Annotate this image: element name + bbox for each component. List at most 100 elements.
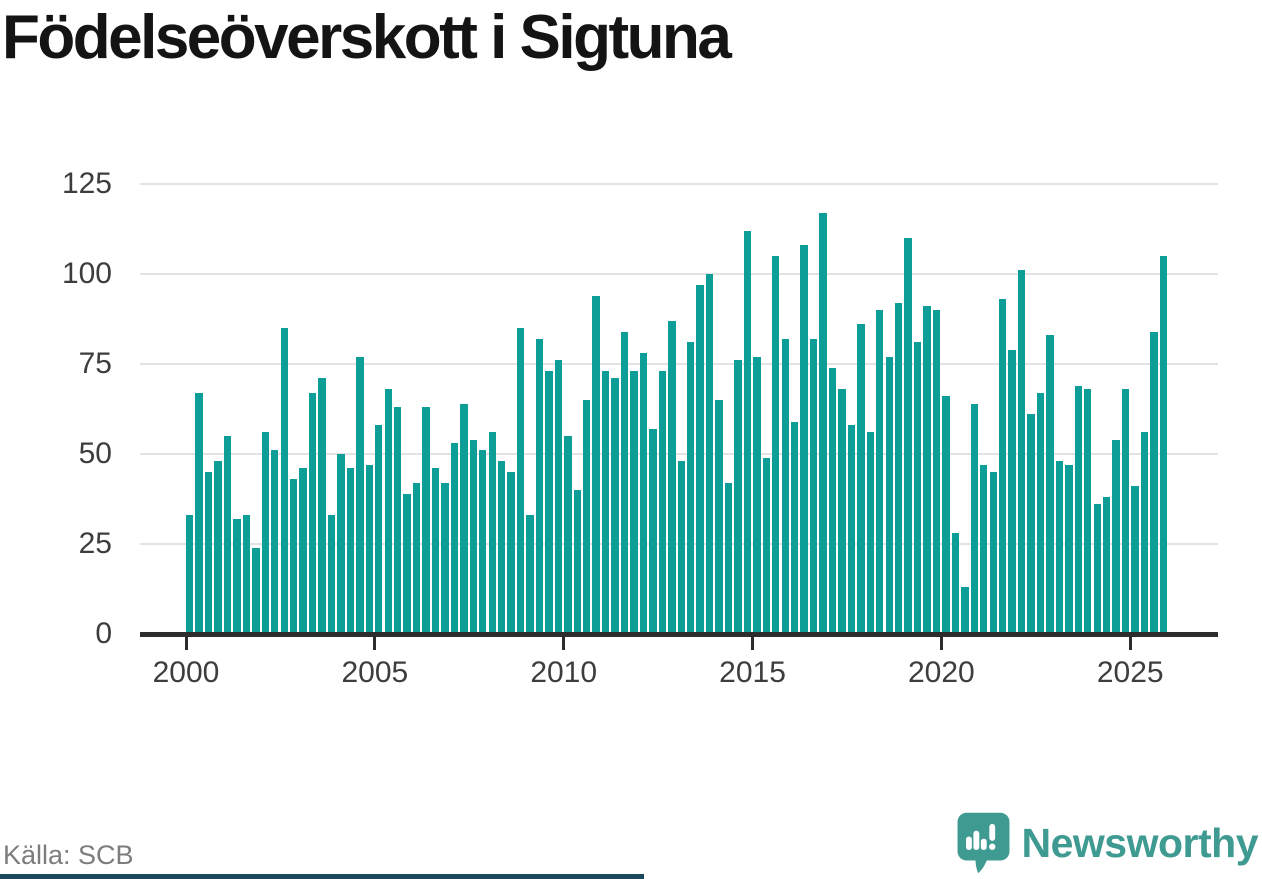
bar-2009-Q2: [535, 338, 544, 634]
bar-2007-Q2: [460, 403, 468, 634]
x-tick-2015: [751, 637, 755, 650]
bar-2022-Q3: [1036, 392, 1045, 634]
bar-2005-Q4: [403, 493, 411, 634]
bar-2025-Q4: [1159, 256, 1168, 634]
bar-2001-Q4: [252, 547, 260, 634]
bar-2003-Q4: [327, 515, 336, 634]
x-axis-line: [140, 632, 1218, 637]
bar-2010-Q3: [583, 400, 591, 634]
bar-2017-Q1: [828, 367, 837, 634]
bar-2005-Q2: [384, 389, 392, 634]
y-tick-label-100: 100: [61, 257, 112, 290]
bar-2024-Q1: [1093, 504, 1101, 634]
bar-2020-Q4: [970, 403, 978, 634]
bar-2020-Q2: [951, 533, 960, 634]
bar-2003-Q3: [318, 378, 326, 634]
bar-2020-Q1: [942, 396, 950, 634]
gridline-125: [140, 183, 1218, 185]
bar-2023-Q2: [1065, 464, 1073, 634]
bar-2017-Q4: [857, 324, 865, 634]
bar-2003-Q2: [308, 392, 317, 634]
y-tick-label-50: 50: [78, 437, 112, 470]
bar-2005-Q1: [375, 425, 383, 634]
x-tick-label-2010: 2010: [530, 656, 598, 689]
gridline-100: [140, 273, 1218, 275]
newsworthy-wordmark: Newsworthy: [1021, 819, 1259, 866]
x-tick-2025: [1128, 637, 1132, 650]
bar-2011-Q4: [630, 371, 638, 634]
bar-2004-Q3: [356, 356, 364, 634]
bar-2002-Q4: [289, 479, 298, 634]
bar-2006-Q1: [412, 482, 421, 634]
bar-2008-Q1: [488, 432, 496, 634]
gridline-50: [140, 453, 1218, 455]
y-tick-label-75: 75: [78, 347, 112, 380]
bar-2015-Q4: [781, 338, 789, 634]
bar-2009-Q1: [526, 515, 534, 634]
chart-title: Födelseöverskott i Sigtuna: [2, 3, 732, 72]
bar-2009-Q3: [545, 371, 553, 634]
y-tick-label-25: 25: [78, 527, 112, 560]
bar-2019-Q1: [904, 238, 912, 634]
bar-2024-Q4: [1121, 389, 1130, 634]
bar-2000-Q2: [195, 392, 203, 634]
bar-2001-Q1: [223, 436, 232, 634]
bar-2022-Q4: [1046, 335, 1054, 634]
bar-2024-Q3: [1112, 439, 1120, 634]
bar-2006-Q3: [431, 468, 440, 634]
bar-2012-Q3: [658, 371, 667, 634]
x-tick-2000: [184, 637, 188, 650]
newsworthy-logo: Newsworthy: [957, 812, 1259, 874]
bar-2009-Q4: [554, 360, 563, 634]
bar-series: [186, 166, 1168, 634]
bar-2021-Q2: [989, 472, 997, 634]
bar-2015-Q1: [753, 356, 761, 634]
bar-2021-Q3: [998, 299, 1007, 634]
bar-2008-Q2: [497, 461, 506, 634]
bar-2011-Q1: [601, 371, 610, 634]
bar-2016-Q1: [791, 421, 799, 634]
bar-2001-Q3: [242, 515, 251, 634]
bar-2012-Q2: [649, 428, 657, 634]
bar-2001-Q2: [233, 518, 241, 634]
bar-2019-Q3: [923, 306, 931, 634]
bar-2010-Q4: [592, 295, 600, 634]
bar-2004-Q2: [346, 468, 355, 634]
plot-area: 2000 2005 2010 2015 2020 2025: [140, 166, 1218, 689]
bar-2021-Q4: [1008, 349, 1016, 634]
x-tick-label-2020: 2020: [908, 656, 975, 689]
bar-2016-Q4: [819, 212, 827, 634]
x-tick-2010: [562, 637, 566, 650]
bar-2023-Q1: [1055, 461, 1064, 634]
bar-2019-Q2: [913, 342, 922, 634]
bar-2007-Q1: [450, 443, 459, 634]
bar-2008-Q4: [516, 328, 525, 634]
bar-2002-Q3: [280, 328, 288, 634]
y-axis-labels: 0 25 50 75 100 125: [20, 166, 112, 649]
bar-2023-Q3: [1074, 385, 1082, 634]
y-tick-label-125: 125: [61, 167, 112, 200]
bar-2014-Q4: [743, 230, 752, 634]
bar-2000-Q4: [214, 461, 222, 634]
bar-2024-Q2: [1102, 497, 1111, 634]
x-tick-label-2025: 2025: [1096, 656, 1164, 689]
bar-2015-Q3: [772, 256, 780, 634]
bar-2025-Q2: [1140, 432, 1149, 634]
bar-2018-Q2: [876, 310, 884, 634]
bar-2023-Q4: [1084, 389, 1092, 634]
bar-2008-Q3: [507, 472, 515, 634]
bar-2000-Q3: [204, 472, 213, 634]
bar-2022-Q1: [1017, 270, 1026, 634]
bar-2005-Q3: [393, 407, 402, 634]
bar-2011-Q2: [611, 378, 619, 634]
bar-2016-Q3: [809, 338, 818, 634]
bar-2002-Q2: [271, 450, 279, 634]
bar-2018-Q4: [894, 302, 903, 634]
source-text: Källa: SCB: [3, 840, 134, 870]
bar-2021-Q1: [980, 464, 988, 634]
bar-2022-Q2: [1027, 414, 1035, 634]
bar-2007-Q3: [469, 439, 477, 634]
bar-2010-Q2: [573, 490, 581, 634]
bar-2012-Q4: [668, 320, 676, 634]
